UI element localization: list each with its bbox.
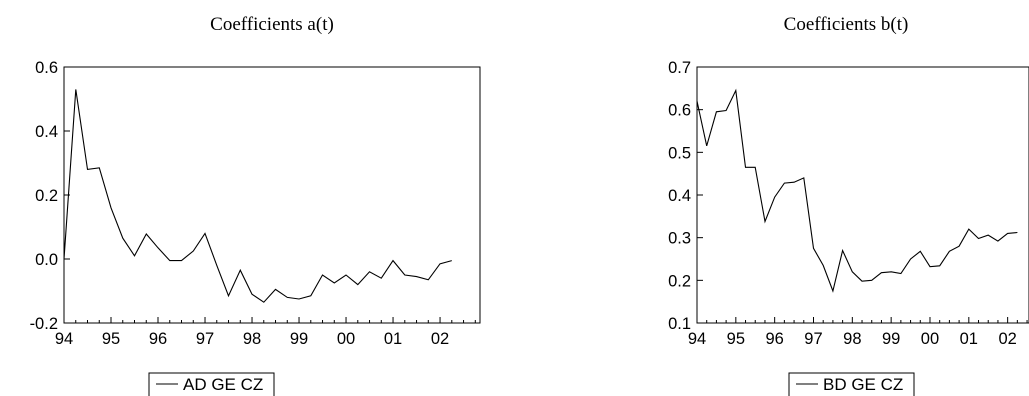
chart-title: Coefficients b(t) [784, 14, 909, 35]
x-tick-label: 98 [843, 330, 861, 348]
y-tick-label: 0.2 [668, 272, 691, 290]
x-tick-label: 01 [384, 330, 402, 348]
y-tick-label: 0.6 [35, 59, 58, 77]
legend-label: AD GE CZ [183, 375, 263, 394]
y-tick-label: -0.2 [30, 315, 58, 333]
legend-box [148, 372, 275, 396]
y-tick-label: 0.6 [668, 102, 691, 120]
x-tick-label: 95 [102, 330, 120, 348]
chart-coefficients-a: Coefficients a(t) -0.20.00.20.40.6 94 95 9… [30, 14, 481, 396]
x-tick-label: 02 [431, 330, 449, 348]
x-axis: 94 95 96 97 98 99 00 01 02 [55, 317, 476, 348]
y-tick-label: 0.4 [35, 123, 58, 141]
y-tick-label: 0.0 [35, 251, 58, 269]
y-tick-label: 0.7 [668, 59, 691, 77]
legend-label: BD GE CZ [823, 375, 903, 394]
y-tick-label: 0.3 [668, 230, 691, 248]
x-tick-label: 98 [243, 330, 261, 348]
series-line [63, 89, 452, 303]
x-tick-label: 02 [998, 330, 1016, 348]
x-tick-label: 94 [688, 330, 706, 348]
legend-box [788, 372, 915, 396]
plot-frame [696, 66, 1029, 324]
y-axis: -0.2 0.0 0.2 0.4 0.6 [30, 59, 70, 333]
x-tick-label: 97 [804, 330, 822, 348]
x-tick-label: 99 [290, 330, 308, 348]
x-tick-label: 96 [149, 330, 167, 348]
y-axis: 0.1 0.2 0.3 0.4 0.5 0.6 0.7 [668, 59, 703, 333]
y-tick-label: 0.5 [668, 144, 691, 162]
y-tick-label: 0.4 [668, 187, 691, 205]
x-tick-label: 96 [765, 330, 783, 348]
x-tick-label: 97 [196, 330, 214, 348]
series-group [696, 88, 1018, 293]
legend: AD GE CZ [148, 372, 275, 396]
y-tick-label: 0.1 [668, 315, 691, 333]
x-tick-label: 99 [882, 330, 900, 348]
x-tick-label: 94 [55, 330, 73, 348]
legend: BD GE CZ [788, 372, 915, 396]
x-tick-label: 00 [337, 330, 355, 348]
chart-title: Coefficients a(t) [210, 14, 334, 35]
x-tick-label: 95 [727, 330, 745, 348]
plot-frame [63, 66, 481, 324]
x-tick-label: 00 [921, 330, 939, 348]
chart-coefficients-b: Coefficients b(t) 0.10.20.30.40.50.60.7 … [668, 14, 1029, 396]
x-axis: 94 95 96 97 98 99 00 01 02 [688, 317, 1028, 348]
series-group [63, 89, 452, 303]
y-tick-label: 0.2 [35, 187, 58, 205]
x-tick-label: 01 [960, 330, 978, 348]
series-line [696, 88, 1018, 293]
